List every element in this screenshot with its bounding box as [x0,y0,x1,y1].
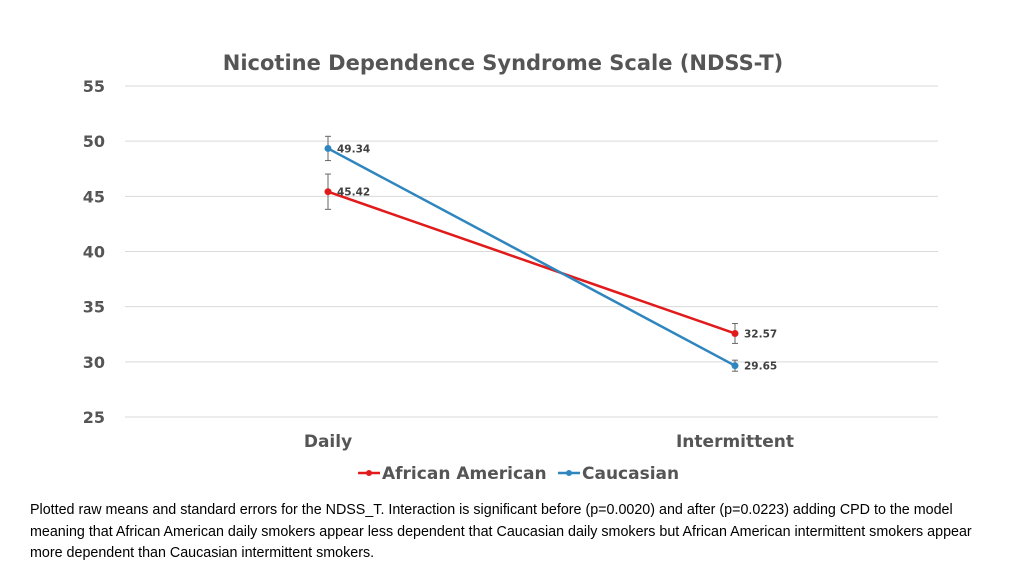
error-bars [325,135,738,372]
series-lines [327,147,736,367]
data-label: 49.34 [337,143,370,155]
legend-label: African American [382,464,547,484]
y-tick-label: 45 [83,187,105,206]
x-tick-label: Intermittent [676,432,794,452]
gridlines [125,85,938,418]
data-point [324,144,332,152]
data-points [324,144,739,370]
x-axis-ticks: Daily Intermittent [304,432,794,452]
y-tick-label: 35 [83,298,105,317]
y-tick-label: 30 [83,353,105,372]
y-axis-ticks: 55 50 45 40 35 30 25 [83,77,105,427]
legend-label: Caucasian [582,464,679,484]
legend-marker [566,470,572,476]
data-point [324,188,332,196]
data-label: 29.65 [744,361,777,373]
chart-title: Nicotine Dependence Syndrome Scale (NDSS… [223,51,784,75]
data-label: 45.42 [337,187,370,199]
y-tick-label: 50 [83,132,105,151]
figure-caption: Plotted raw means and standard errors fo… [30,502,972,561]
series-line [327,190,736,335]
data-labels: 45.42 32.57 49.34 29.65 [337,143,777,372]
y-tick-label: 40 [83,243,105,262]
data-label: 32.57 [744,328,777,340]
x-tick-label: Daily [304,432,352,452]
legend: African American Caucasian [358,464,679,484]
legend-marker [366,470,372,476]
series-line [327,147,736,367]
y-tick-label: 55 [83,77,105,96]
data-point [731,362,739,370]
y-tick-label: 25 [83,408,105,427]
line-chart: Nicotine Dependence Syndrome Scale (NDSS… [83,51,938,484]
data-point [731,329,739,337]
